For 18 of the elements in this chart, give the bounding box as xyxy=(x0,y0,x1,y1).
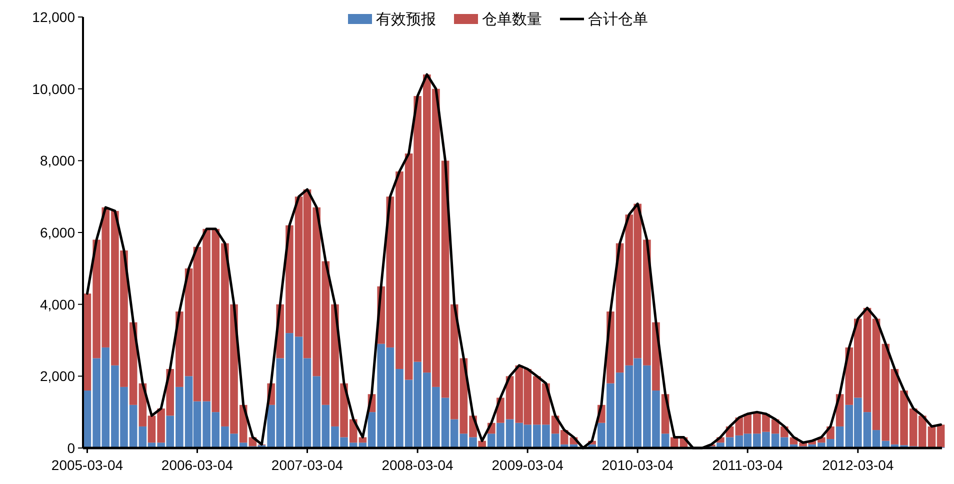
x-tick-label: 2008-03-04 xyxy=(382,457,454,473)
y-tick-label: 4,000 xyxy=(40,296,76,312)
x-tick-label: 2012-03-04 xyxy=(822,457,894,473)
y-tick-label: 0 xyxy=(67,440,76,456)
legend-label: 有效预报 xyxy=(376,11,436,28)
y-tick-label: 10,000 xyxy=(32,80,76,97)
x-tick-label: 2006-03-04 xyxy=(161,457,234,473)
legend-label: 合计仓单 xyxy=(588,11,648,28)
x-tick-label: 2011-03-04 xyxy=(712,457,784,473)
x-tick-label: 2010-03-04 xyxy=(602,457,674,473)
x-tick-label: 2005-03-04 xyxy=(51,457,124,473)
y-tick-label: 6,000 xyxy=(40,224,76,240)
legend-label: 仓单数量 xyxy=(482,11,542,28)
y-tick-label: 8,000 xyxy=(40,152,76,169)
y-tick-label: 2,000 xyxy=(40,368,76,384)
x-tick-label: 2009-03-04 xyxy=(492,457,564,473)
x-tick-label: 2007-03-04 xyxy=(271,457,344,473)
y-tick-label: 12,000 xyxy=(32,9,76,25)
